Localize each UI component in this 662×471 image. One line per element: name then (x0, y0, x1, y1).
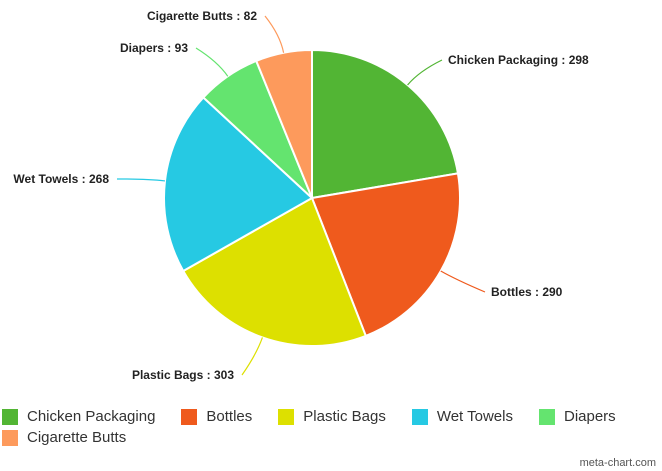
legend-swatch (411, 408, 428, 425)
data-label-wet-towels: Wet Towels : 268 (13, 172, 109, 186)
labels-layer: Chicken Packaging : 298 Bottles : 290 Plas… (13, 9, 589, 382)
leaders-layer (116, 15, 486, 376)
pie-slice-wet-towels (163, 96, 314, 273)
data-label-chicken-packaging: Chicken Packaging : 298 (448, 53, 589, 67)
legend-swatch (2, 408, 18, 425)
legend-swatch (278, 408, 295, 425)
slices-layer (163, 48, 461, 347)
legend-label: Diapers (563, 408, 616, 425)
leader-line-bottles (440, 270, 486, 293)
leader-line-plastic-bags (241, 337, 264, 376)
legend-item-chicken-packaging: Chicken Packaging (2, 406, 155, 427)
legend-item-plastic-bags: Plastic Bags (278, 406, 386, 427)
leader-line-chicken-packaging (407, 59, 443, 86)
legend-label: Bottles (206, 408, 253, 425)
legend: Chicken Packaging Bottles Plastic Bags Wet … (2, 406, 642, 448)
legend-label: Chicken Packaging (27, 408, 156, 425)
pie-chart: Chicken Packaging : 298 Bottles : 290 Plas… (13, 9, 589, 382)
data-label-diapers: Diapers : 93 (120, 41, 188, 55)
legend-label: Cigarette Butts (27, 429, 127, 446)
pie-slice-chicken-packaging (311, 48, 460, 200)
legend-item-cigarette-butts: Cigarette Butts (2, 427, 126, 448)
pie-slice-cigarette-butts (254, 48, 313, 199)
data-label-bottles: Bottles : 290 (491, 285, 563, 299)
legend-swatch (538, 408, 555, 425)
legend-swatch (2, 429, 18, 446)
legend-item-wet-towels: Wet Towels (411, 406, 513, 427)
leader-line-diapers (195, 47, 229, 77)
legend-label: Wet Towels (436, 408, 513, 425)
legend-swatch (181, 408, 198, 425)
data-label-plastic-bags: Plastic Bags : 303 (132, 368, 234, 382)
leader-line-wet-towels (116, 178, 166, 182)
legend-item-bottles: Bottles (181, 406, 252, 427)
legend-item-diapers: Diapers (538, 406, 616, 427)
legend-label: Plastic Bags (303, 408, 386, 425)
pie-slice-bottles (310, 172, 461, 338)
watermark: meta-chart.com (579, 457, 656, 469)
pie-slice-plastic-bags (181, 196, 368, 347)
data-label-cigarette-butts: Cigarette Butts : 82 (147, 9, 257, 23)
leader-line-cigarette-butts (264, 15, 285, 53)
